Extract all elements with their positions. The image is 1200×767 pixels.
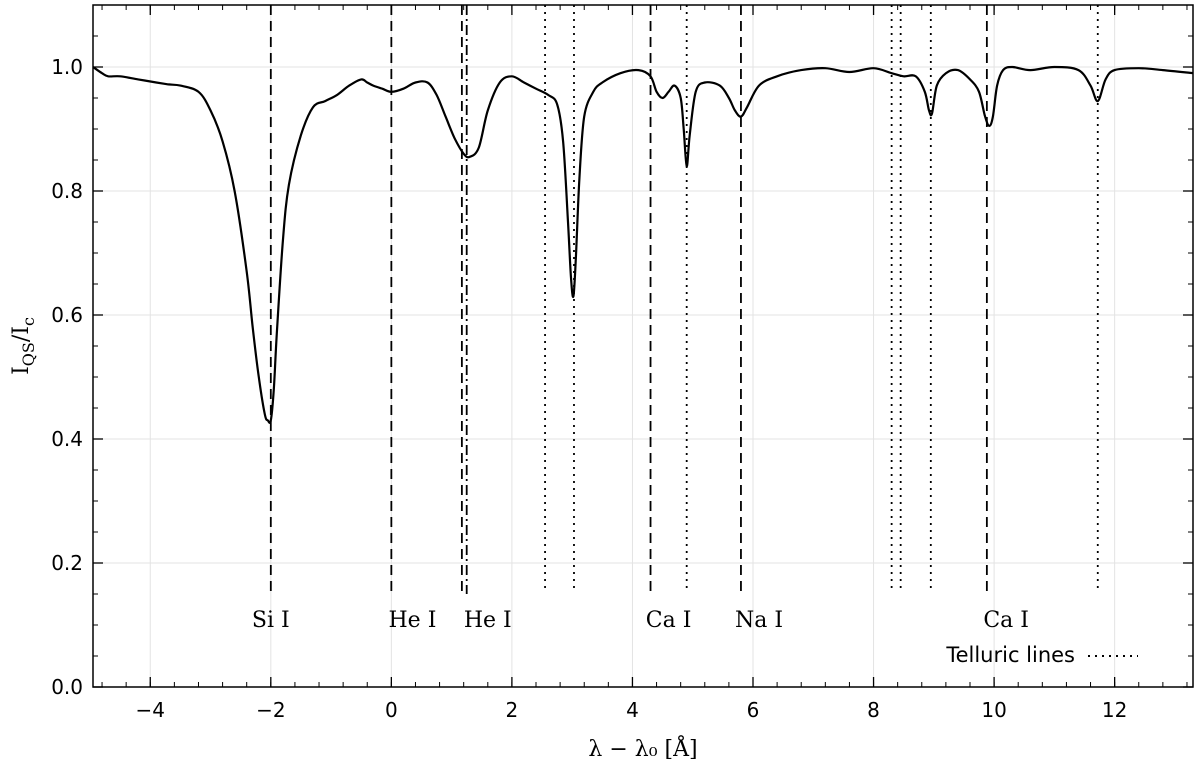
line-label: Na I [735, 608, 783, 633]
x-tick-label: −2 [256, 698, 285, 722]
x-tick-label: 0 [385, 698, 398, 722]
y-tick-label: 0.4 [51, 427, 83, 451]
line-label: Ca I [646, 608, 692, 633]
x-tick-label: 12 [1102, 698, 1127, 722]
y-tick-label: 0.0 [51, 675, 83, 699]
x-tick-label: 8 [867, 698, 880, 722]
x-tick-label: 2 [506, 698, 519, 722]
spectrum-line [92, 65, 1194, 425]
legend: Telluric lines [945, 643, 1138, 667]
y-tick-label: 0.6 [51, 303, 83, 327]
series-layer [92, 65, 1194, 425]
x-tick-label: 10 [981, 698, 1006, 722]
plot-frame [92, 4, 1194, 688]
legend-label: Telluric lines [945, 643, 1075, 667]
ticks: −4 −2 0 2 4 6 8 10 12 0.0 0.2 0.4 0.6 0.8 1.0 [51, 5, 1193, 722]
y-tick-label: 1.0 [51, 55, 83, 79]
y-tick-label: 0.2 [51, 551, 83, 575]
line-label: Ca I [983, 608, 1029, 633]
reference-lines [269, 5, 1099, 594]
line-label: Si I [252, 608, 290, 633]
x-tick-label: 6 [747, 698, 760, 722]
x-tick-label: −4 [136, 698, 165, 722]
y-tick-label: 0.8 [51, 179, 83, 203]
line-labels: Si I He I He I Ca I Na I Ca I [252, 608, 1029, 633]
y-axis-label: IQS/Ic [9, 317, 38, 375]
grid [93, 5, 1193, 687]
line-label: He I [464, 608, 512, 633]
x-tick-label: 4 [626, 698, 639, 722]
line-label: He I [389, 608, 437, 633]
x-axis-label: λ − λ₀ [Å] [588, 734, 697, 762]
